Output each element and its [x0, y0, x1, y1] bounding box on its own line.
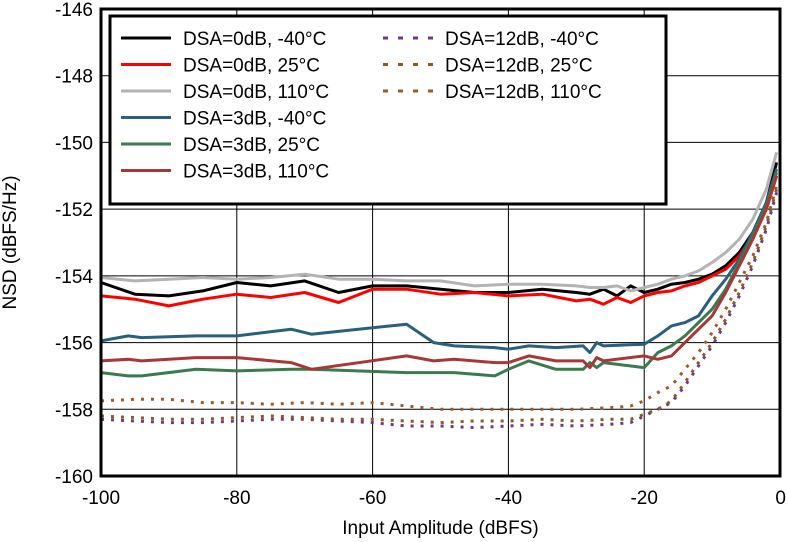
series-line-5 — [100, 172, 779, 378]
y-tick-labels: -160 -158 -156 -154 -152 -150 -148 -146 — [55, 0, 93, 488]
y-tick-label: -152 — [55, 200, 93, 221]
legend-box — [108, 14, 668, 206]
y-tick-label: -160 — [55, 467, 93, 488]
series-line-6 — [100, 175, 779, 371]
y-tick-label: -148 — [55, 67, 93, 88]
legend-label: DSA=0dB, 110°C — [183, 82, 329, 103]
legend-label: DSA=3dB, 25°C — [183, 135, 320, 156]
series-line-1 — [100, 162, 779, 298]
plot-frame — [99, 7, 782, 478]
legend: DSA=0dB, -40°C DSA=0dB, 25°C DSA=0dB, 110°… — [108, 14, 668, 206]
y-tick-label: -146 — [55, 0, 93, 21]
y-tick-label: -158 — [55, 400, 93, 421]
x-axis-title: Input Amplitude (dBFS) — [342, 518, 538, 539]
legend-label: DSA=12dB, 25°C — [445, 56, 593, 77]
y-tick-label: -150 — [55, 133, 93, 154]
x-tick-label: -20 — [630, 488, 657, 509]
legend-label: DSA=0dB, 25°C — [183, 56, 320, 77]
series-line-4 — [100, 168, 779, 355]
legend-label: DSA=3dB, -40°C — [183, 109, 326, 130]
x-tick-labels: -100 -80 -60 -40 -20 0 — [82, 488, 786, 509]
y-tick-label: -156 — [55, 334, 93, 355]
series-line-7 — [100, 192, 779, 430]
series-line-9 — [100, 185, 779, 411]
x-tick-label: -40 — [495, 488, 522, 509]
legend-label: DSA=12dB, 110°C — [445, 82, 602, 103]
legend-label: DSA=3dB, 110°C — [183, 162, 329, 183]
legend-label: DSA=0dB, -40°C — [183, 29, 326, 50]
series-line-3 — [100, 151, 779, 293]
x-tick-label: -80 — [223, 488, 250, 509]
x-tick-label: 0 — [775, 488, 786, 509]
x-tick-label: -60 — [359, 488, 386, 509]
y-axis-title: NSD (dBFS/Hz) — [0, 175, 21, 309]
series-line-8 — [100, 188, 779, 425]
x-tick-label: -100 — [82, 488, 120, 509]
y-tick-label: -154 — [55, 267, 93, 288]
legend-label: DSA=12dB, -40°C — [445, 29, 599, 50]
series-lines — [100, 151, 779, 430]
series-line-2 — [100, 175, 779, 308]
